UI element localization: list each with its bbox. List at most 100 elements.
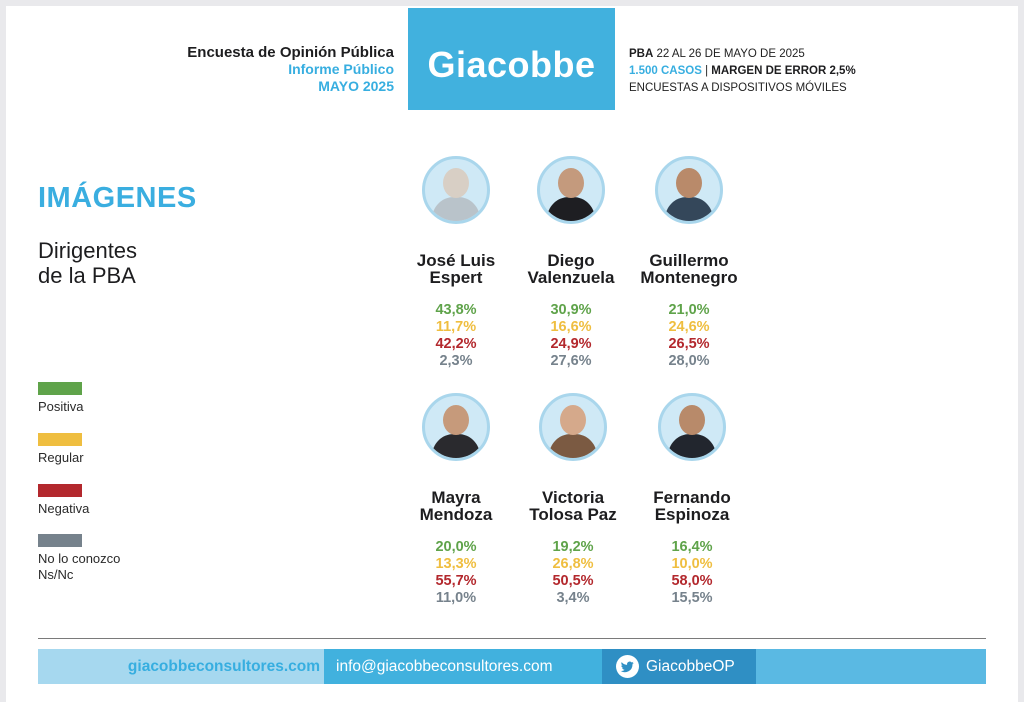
footer-divider bbox=[38, 638, 986, 639]
legend-swatch-negativa bbox=[38, 484, 82, 497]
twitter-bird-svg bbox=[620, 661, 634, 673]
leader-name: Fernando Espinoza bbox=[622, 489, 762, 523]
section-subtitle: Dirigentes de la PBA bbox=[38, 238, 238, 288]
stat-regular: 11,7% bbox=[435, 319, 477, 335]
footer-bar: giacobbeconsultores.com info@giacobbecon… bbox=[38, 649, 986, 684]
legend-positiva: Positiva bbox=[38, 382, 84, 415]
avatar-torso bbox=[665, 197, 713, 221]
footer-segment-email bbox=[324, 649, 602, 684]
footer-segment-blank bbox=[756, 649, 986, 684]
leader-last-name: Montenegro bbox=[640, 268, 738, 287]
stat-positiva: 43,8% bbox=[435, 302, 477, 318]
stat-positiva: 16,4% bbox=[671, 539, 713, 555]
report-type: Informe Público bbox=[288, 61, 394, 77]
stat-negativa: 42,2% bbox=[435, 336, 477, 352]
legend-swatch-positiva bbox=[38, 382, 82, 395]
survey-dates: PBA 22 AL 26 DE MAYO DE 2025 bbox=[629, 46, 856, 63]
stat-negativa: 55,7% bbox=[435, 573, 477, 589]
leader-card-montenegro: Guillermo Montenegro 21,0% 24,6% 26,5% 2… bbox=[619, 156, 759, 370]
leader-name: Victoria Tolosa Paz bbox=[503, 489, 643, 523]
stat-positiva: 30,9% bbox=[550, 302, 592, 318]
stat-regular: 13,3% bbox=[435, 556, 477, 572]
leader-first-name: Victoria bbox=[541, 488, 605, 507]
stat-negativa: 24,9% bbox=[550, 336, 592, 352]
survey-region: PBA bbox=[629, 48, 654, 60]
leader-photo-avatar bbox=[422, 156, 490, 224]
stat-regular: 24,6% bbox=[668, 319, 710, 335]
leader-first-name: José Luis bbox=[416, 251, 496, 270]
legend-ns-nc: No lo conozco Ns/Nc bbox=[38, 534, 120, 583]
legend-label: No lo conozco bbox=[38, 551, 121, 566]
leader-stats: 21,0% 24,6% 26,5% 28,0% bbox=[619, 302, 759, 370]
avatar-head bbox=[443, 405, 469, 435]
leader-photo-avatar bbox=[539, 393, 607, 461]
leader-stats: 20,0% 13,3% 55,7% 11,0% bbox=[386, 539, 526, 607]
avatar-head bbox=[558, 168, 584, 198]
leader-first-name: Diego bbox=[547, 251, 595, 270]
twitter-bird-icon bbox=[616, 655, 639, 678]
report-header-titles: Encuesta de Opinión Pública Informe Públ… bbox=[187, 44, 394, 95]
leader-name: Guillermo Montenegro bbox=[619, 252, 759, 286]
stat-ns-nc: 15,5% bbox=[671, 590, 713, 606]
leader-name: Mayra Mendoza bbox=[386, 489, 526, 523]
leader-name: José Luis Espert bbox=[386, 252, 526, 286]
leader-photo-avatar bbox=[422, 393, 490, 461]
leader-last-name: Espert bbox=[429, 268, 483, 287]
survey-metadata: PBA 22 AL 26 DE MAYO DE 2025 1.500 CASOS… bbox=[629, 46, 856, 97]
stat-ns-nc: 3,4% bbox=[556, 590, 590, 606]
leader-stats: 43,8% 11,7% 42,2% 2,3% bbox=[386, 302, 526, 370]
avatar-head bbox=[443, 168, 469, 198]
leader-photo-avatar bbox=[655, 156, 723, 224]
subtitle-line-1: Dirigentes bbox=[38, 238, 138, 263]
legend-label: Regular bbox=[38, 450, 84, 465]
avatar-head bbox=[676, 168, 702, 198]
leader-stats: 19,2% 26,8% 50,5% 3,4% bbox=[503, 539, 643, 607]
leader-first-name: Fernando bbox=[653, 488, 731, 507]
avatar-torso bbox=[549, 434, 597, 458]
survey-method: ENCUESTAS A DISPOSITIVOS MÓVILES bbox=[629, 82, 847, 94]
leader-first-name: Guillermo bbox=[649, 251, 729, 270]
stat-negativa: 50,5% bbox=[552, 573, 594, 589]
email-link[interactable]: info@giacobbeconsultores.com bbox=[336, 658, 553, 675]
legend-regular: Regular bbox=[38, 433, 84, 466]
legend-negativa: Negativa bbox=[38, 484, 89, 517]
leader-photo-avatar bbox=[658, 393, 726, 461]
legend-label: Negativa bbox=[38, 501, 90, 516]
avatar-torso bbox=[668, 434, 716, 458]
stat-positiva: 19,2% bbox=[552, 539, 594, 555]
footer-segment-website bbox=[38, 649, 324, 684]
leader-last-name: Valenzuela bbox=[527, 268, 615, 287]
leader-card-valenzuela: Diego Valenzuela 30,9% 16,6% 24,9% 27,6% bbox=[501, 156, 641, 370]
legend-label: Positiva bbox=[38, 399, 84, 414]
stat-ns-nc: 27,6% bbox=[550, 353, 592, 369]
stat-negativa: 58,0% bbox=[671, 573, 713, 589]
stat-positiva: 20,0% bbox=[435, 539, 477, 555]
leader-stats: 30,9% 16,6% 24,9% 27,6% bbox=[501, 302, 641, 370]
stat-ns-nc: 2,3% bbox=[439, 353, 473, 369]
legend-swatch-ns-nc bbox=[38, 534, 82, 547]
survey-title: Encuesta de Opinión Pública bbox=[187, 44, 394, 61]
avatar-torso bbox=[432, 434, 480, 458]
report-month: MAYO 2025 bbox=[318, 78, 394, 94]
stat-ns-nc: 11,0% bbox=[435, 590, 477, 606]
subtitle-line-2: de la PBA bbox=[38, 263, 136, 288]
survey-sample: 1.500 CASOS | MARGEN DE ERROR 2,5% bbox=[629, 63, 856, 80]
survey-date-range: 22 AL 26 DE MAYO DE 2025 bbox=[653, 48, 805, 60]
margin-of-error: MARGEN DE ERROR 2,5% bbox=[711, 65, 856, 77]
twitter-handle-link[interactable]: GiacobbeOP bbox=[646, 658, 735, 675]
avatar-head bbox=[679, 405, 705, 435]
website-link[interactable]: giacobbeconsultores.com bbox=[127, 658, 320, 675]
stat-regular: 16,6% bbox=[550, 319, 592, 335]
report-page: Encuesta de Opinión Pública Informe Públ… bbox=[6, 6, 1018, 702]
stat-regular: 10,0% bbox=[671, 556, 713, 572]
legend-label-2: Ns/Nc bbox=[38, 567, 74, 582]
legend-swatch-regular bbox=[38, 433, 82, 446]
brand-logo: Giacobbe bbox=[408, 8, 615, 110]
leader-last-name: Espinoza bbox=[654, 505, 730, 524]
leader-last-name: Mendoza bbox=[419, 505, 493, 524]
avatar-torso bbox=[432, 197, 480, 221]
separator: | bbox=[701, 65, 712, 77]
survey-cases: 1.500 CASOS bbox=[629, 65, 702, 77]
stat-ns-nc: 28,0% bbox=[668, 353, 710, 369]
leader-first-name: Mayra bbox=[431, 488, 481, 507]
